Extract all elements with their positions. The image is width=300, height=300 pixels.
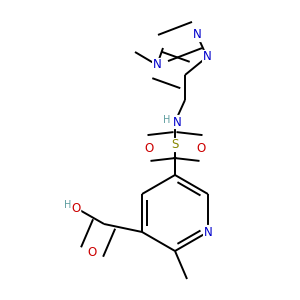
Text: O: O [144, 142, 154, 154]
Text: S: S [171, 139, 179, 152]
Text: H: H [163, 115, 171, 125]
Text: H: H [64, 200, 72, 210]
Text: N: N [153, 58, 161, 71]
Text: O: O [196, 142, 206, 154]
Text: N: N [203, 226, 212, 238]
Text: O: O [88, 245, 97, 259]
Text: N: N [172, 116, 182, 128]
Text: N: N [202, 50, 211, 64]
Text: O: O [71, 202, 81, 214]
Text: N: N [193, 28, 201, 41]
